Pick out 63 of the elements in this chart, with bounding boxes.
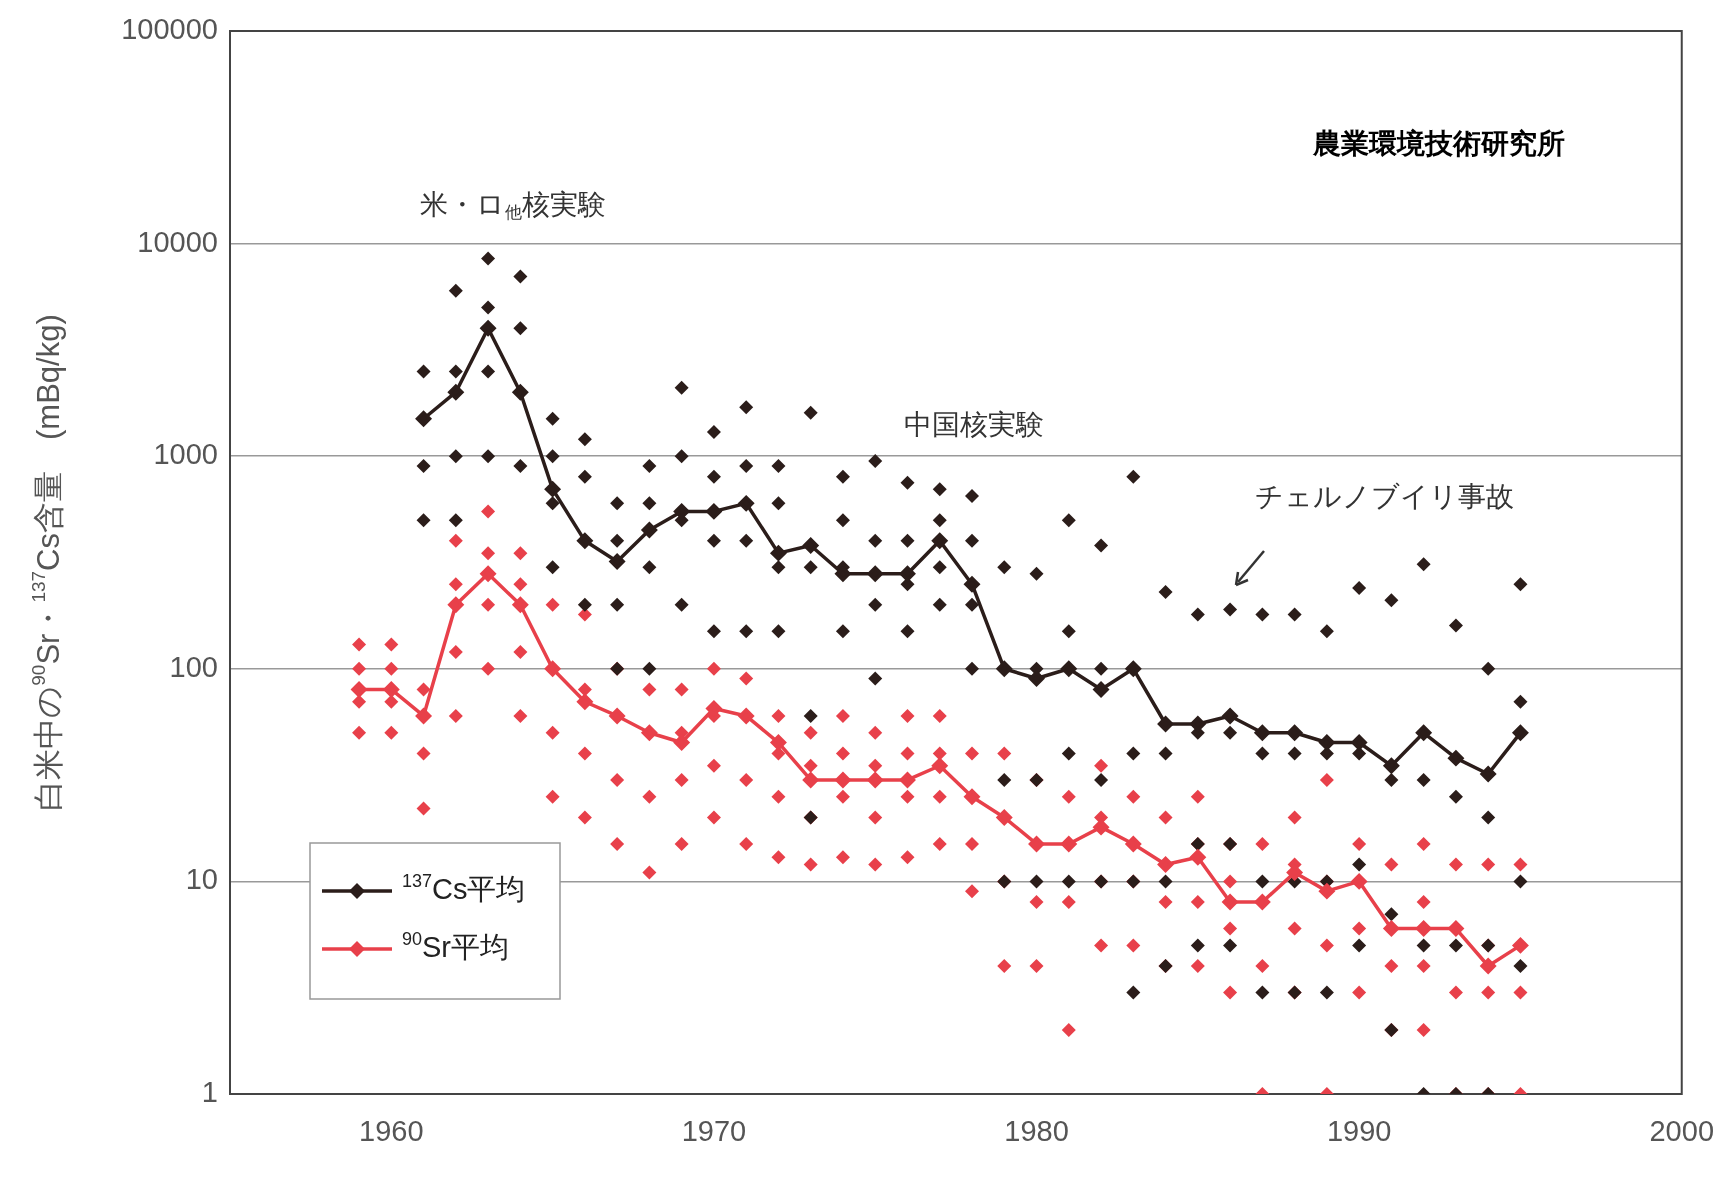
x-tick-label: 2000 — [1649, 1115, 1714, 1148]
point — [1093, 819, 1109, 835]
point — [867, 565, 883, 582]
y-tick-label: 1 — [201, 1076, 218, 1108]
point — [1254, 725, 1271, 741]
point — [1028, 670, 1045, 687]
y-tick-label: 10000 — [137, 225, 218, 258]
x-tick-label: 1990 — [1326, 1115, 1392, 1148]
y-tick-label: 10 — [185, 863, 218, 896]
point — [1383, 757, 1400, 774]
point — [899, 565, 916, 582]
y-tick-label: 100000 — [121, 13, 218, 45]
point — [899, 772, 916, 788]
point — [480, 320, 496, 336]
point — [1222, 894, 1238, 910]
annotation: チェルノブイリ事故 — [1254, 480, 1514, 512]
point — [383, 681, 400, 698]
point — [835, 772, 851, 788]
point — [1286, 725, 1303, 741]
point — [802, 772, 819, 788]
point — [1448, 750, 1464, 766]
point — [577, 693, 593, 710]
point — [1319, 883, 1335, 899]
point — [1093, 681, 1109, 698]
annotation: 中国核実験 — [904, 408, 1044, 440]
point — [770, 734, 787, 751]
point — [1061, 661, 1077, 677]
y-tick-label: 100 — [169, 650, 218, 683]
point — [1512, 725, 1529, 741]
x-tick-label: 1980 — [1004, 1115, 1069, 1148]
point — [1480, 766, 1496, 782]
point — [738, 495, 754, 512]
annotation: 農業環境技術研究所 — [1312, 127, 1565, 159]
point — [480, 565, 496, 582]
point — [802, 537, 819, 554]
x-tick-label: 1970 — [681, 1115, 747, 1148]
point — [1222, 708, 1238, 724]
point — [673, 734, 690, 751]
point — [1351, 734, 1367, 751]
point — [512, 597, 529, 613]
point — [609, 553, 625, 570]
point — [1415, 920, 1432, 937]
point — [964, 576, 980, 592]
point — [351, 681, 367, 698]
point — [867, 772, 883, 788]
point — [931, 533, 948, 549]
point — [1125, 661, 1142, 677]
point — [770, 545, 787, 561]
x-tick-label: 1960 — [359, 1115, 424, 1148]
point — [1190, 849, 1206, 865]
point — [448, 384, 464, 400]
point — [1319, 734, 1335, 751]
point — [1157, 716, 1174, 732]
point — [544, 481, 561, 497]
point — [641, 522, 658, 538]
point — [1415, 725, 1432, 741]
point — [1190, 716, 1206, 732]
point — [706, 503, 722, 520]
point — [1480, 958, 1496, 974]
point — [448, 597, 464, 613]
y-axis-title: 白米中の90Sr・137Cs含量 (mBq/kg) — [28, 314, 66, 811]
point — [931, 757, 948, 774]
y-tick-label: 1000 — [153, 438, 218, 471]
